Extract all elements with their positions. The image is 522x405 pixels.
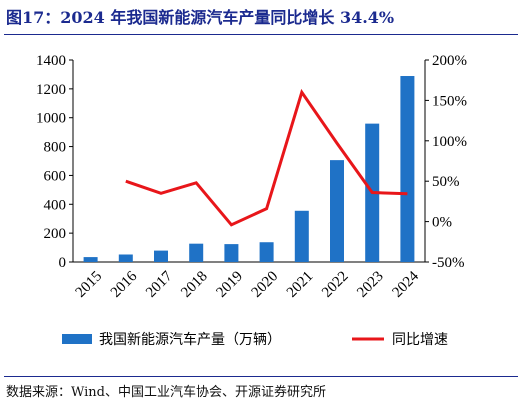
bar <box>259 242 274 262</box>
y-tick-label-right: 50% <box>432 174 460 190</box>
legend-swatch-bar <box>62 334 92 344</box>
x-tick-label: 2017 <box>143 268 176 301</box>
y-tick-label-right: 0% <box>432 215 452 231</box>
x-tick-label: 2015 <box>73 268 106 301</box>
x-tick-label: 2022 <box>319 268 352 301</box>
y-tick-label-left: 200 <box>44 226 67 242</box>
x-tick-label: 2018 <box>178 268 211 301</box>
y-tick-label-left: 800 <box>44 140 67 156</box>
x-tick-label: 2016 <box>108 268 141 301</box>
legend-label-line: 同比增速 <box>392 332 448 348</box>
growth-line <box>125 88 408 227</box>
bar <box>118 254 133 262</box>
y-tick-label-right: -50% <box>432 255 465 271</box>
y-tick-label-left: 1200 <box>36 82 66 98</box>
legend-label-bar: 我国新能源汽车产量（万辆） <box>99 331 281 348</box>
bar <box>154 250 168 262</box>
source-rule <box>4 376 518 377</box>
y-tick-label-right: 100% <box>432 134 467 150</box>
y-tick-label-right: 150% <box>432 93 467 109</box>
bar <box>330 160 344 262</box>
y-tick-label-left: 600 <box>44 168 67 184</box>
bar <box>224 244 239 262</box>
x-tick-label: 2023 <box>354 268 387 301</box>
x-tick-label: 2020 <box>249 268 282 301</box>
bar <box>189 243 204 262</box>
y-tick-label-left: 1400 <box>36 53 66 69</box>
x-tick-label: 2019 <box>213 268 246 301</box>
y-tick-label-left: 1000 <box>36 111 66 127</box>
x-tick-label: 2024 <box>389 268 422 301</box>
bar <box>294 210 309 262</box>
chart-title: 图17：2024 年我国新能源汽车产量同比增长 34.4% <box>6 8 395 27</box>
title-rule <box>4 34 518 35</box>
source-note: 数据来源：Wind、中国工业汽车协会、开源证券研究所 <box>6 385 326 400</box>
x-tick-label: 2021 <box>284 268 317 301</box>
bar <box>400 76 415 262</box>
y-tick-label-left: 400 <box>44 197 67 213</box>
bar <box>83 257 98 262</box>
y-tick-label-right: 200% <box>432 53 467 69</box>
y-tick-label-left: 0 <box>59 255 67 271</box>
